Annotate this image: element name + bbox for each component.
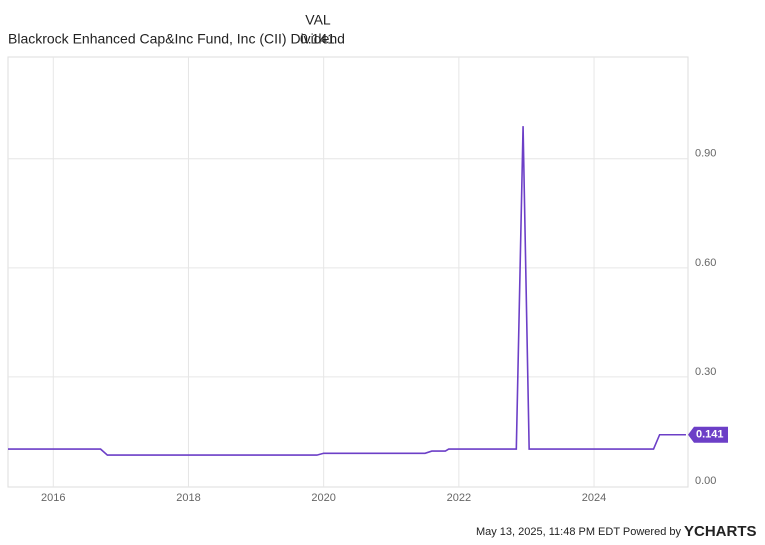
- y-tick-label: 0.60: [695, 257, 716, 269]
- brand-logo: YCHARTS: [684, 523, 757, 540]
- x-tick-label: 2018: [176, 492, 200, 504]
- legend-entry: Blackrock Enhanced Cap&Inc Fund, Inc (CI…: [8, 31, 345, 47]
- value-tag: [688, 426, 728, 443]
- y-tick-label: 0.30: [695, 366, 716, 378]
- line: [8, 126, 686, 456]
- x-tick-label: 2020: [311, 492, 335, 504]
- x-tick-label: 2022: [447, 492, 471, 504]
- plot-frame: [7, 56, 689, 488]
- y-tick-label: 0.00: [695, 475, 716, 487]
- legend-header: VAL: [305, 12, 331, 28]
- value-tag-label: 0.141: [696, 429, 724, 441]
- x-tick-label: 2024: [582, 492, 606, 504]
- footer: May 13, 2025, 11:48 PM EDT Powered by: [476, 526, 682, 538]
- legend-value: 0.141: [300, 31, 335, 47]
- x-tick-label: 2016: [41, 492, 65, 504]
- y-tick-label: 0.90: [695, 148, 716, 160]
